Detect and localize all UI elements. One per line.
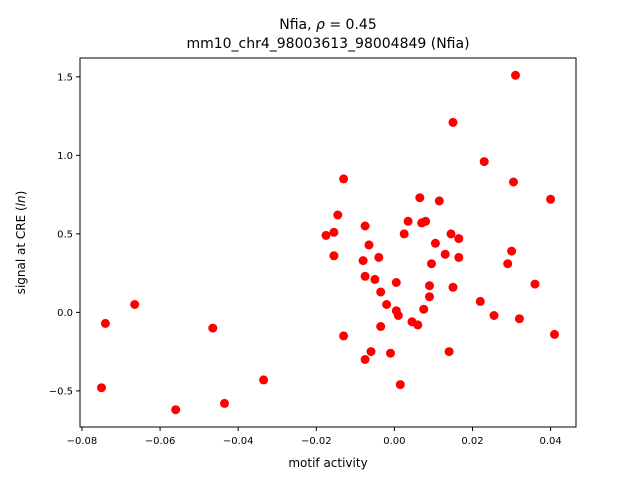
x-tick-label: −0.08 xyxy=(67,436,98,447)
data-point xyxy=(393,311,403,320)
y-tick-label: −0.5 xyxy=(49,386,73,397)
data-point xyxy=(376,287,386,297)
data-point xyxy=(259,375,269,385)
data-point xyxy=(444,347,454,357)
data-point xyxy=(339,331,349,341)
data-point xyxy=(489,311,499,320)
data-point xyxy=(208,323,218,333)
data-point xyxy=(425,281,434,291)
data-point xyxy=(530,279,540,289)
data-point xyxy=(427,259,436,269)
data-point xyxy=(425,292,434,302)
data-point xyxy=(366,347,376,357)
data-point xyxy=(434,196,444,206)
x-tick-label: 0.00 xyxy=(383,436,405,447)
data-point xyxy=(507,246,517,256)
data-point xyxy=(329,251,339,261)
data-point xyxy=(415,193,425,203)
data-point xyxy=(446,229,456,239)
data-point xyxy=(448,117,458,127)
data-point xyxy=(403,216,413,226)
data-point xyxy=(130,300,140,309)
y-tick-label: 0.5 xyxy=(57,229,73,240)
data-point xyxy=(399,229,409,239)
data-point xyxy=(360,355,370,364)
data-point xyxy=(360,271,370,281)
data-point xyxy=(454,252,464,262)
data-point xyxy=(358,256,368,266)
data-point xyxy=(503,259,513,269)
y-axis-ticks: −0.5 0.0 0.5 1.0 1.5 xyxy=(49,72,80,397)
chart-title-line1: Nfia, ρ = 0.45 xyxy=(279,17,376,33)
data-point xyxy=(374,252,384,262)
data-point xyxy=(220,398,229,408)
data-point xyxy=(395,380,405,390)
x-tick-label: 0.02 xyxy=(461,436,483,447)
x-tick-label: −0.06 xyxy=(145,436,176,447)
data-point xyxy=(550,329,559,339)
chart-title-line2: mm10_chr4_98003613_98004849 (Nfia) xyxy=(186,36,469,52)
data-point xyxy=(413,320,423,330)
data-point xyxy=(430,238,440,248)
x-tick-label: −0.02 xyxy=(301,436,332,447)
data-point xyxy=(376,322,386,331)
data-point xyxy=(440,249,450,259)
y-axis-label: signal at CRE (ln) xyxy=(14,191,28,295)
x-tick-label: −0.04 xyxy=(223,436,254,447)
data-point xyxy=(475,296,485,306)
data-point xyxy=(97,383,106,393)
data-point xyxy=(333,210,343,220)
data-point xyxy=(391,278,401,287)
data-point xyxy=(100,318,110,328)
points-layer xyxy=(97,70,559,415)
data-point xyxy=(454,234,464,244)
x-axis-label: motif activity xyxy=(288,456,367,470)
data-point xyxy=(448,282,458,292)
data-point xyxy=(360,221,370,231)
data-point xyxy=(321,230,331,240)
data-point xyxy=(364,240,374,250)
data-point xyxy=(329,227,339,237)
data-point xyxy=(421,216,431,226)
data-point xyxy=(514,314,524,324)
data-point xyxy=(479,157,489,167)
data-point xyxy=(419,304,429,314)
data-point xyxy=(370,274,380,284)
plot-frame xyxy=(79,57,577,428)
data-point xyxy=(386,348,395,358)
data-point xyxy=(339,174,349,184)
x-tick-label: 0.04 xyxy=(539,436,561,447)
data-point xyxy=(382,300,392,309)
data-point xyxy=(171,405,181,415)
data-point xyxy=(511,70,520,80)
y-tick-label: 0.0 xyxy=(57,308,73,319)
data-point xyxy=(546,194,556,204)
y-tick-label: 1.0 xyxy=(57,151,73,162)
data-point xyxy=(509,177,518,187)
x-axis-ticks: −0.08 −0.06 −0.04 −0.02 0.00 0.02 0.04 xyxy=(67,427,562,447)
y-tick-label: 1.5 xyxy=(57,72,73,83)
